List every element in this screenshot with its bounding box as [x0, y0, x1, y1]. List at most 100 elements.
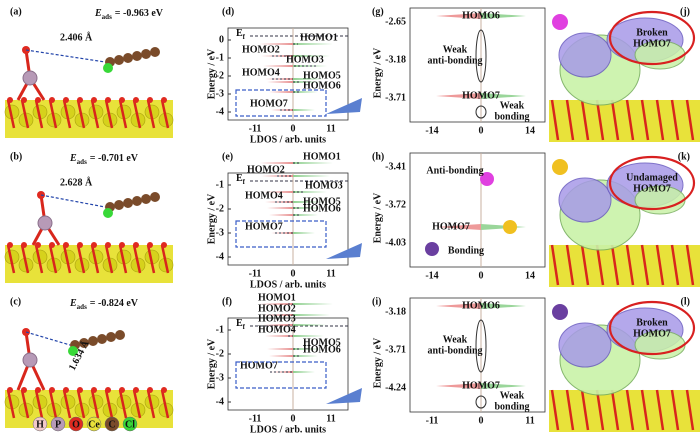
orbital-label: HOMO2 — [258, 303, 296, 314]
ldos-peak-down — [269, 214, 293, 216]
c-atom — [141, 194, 151, 204]
o-atom — [161, 97, 167, 103]
x-tick-label: 11 — [326, 268, 335, 279]
o-bond — [76, 99, 86, 129]
adsorption-energy-part: E — [94, 8, 102, 19]
adsorption-energy-part: E — [69, 298, 77, 309]
plot-frame — [227, 317, 349, 411]
c-atom — [132, 196, 142, 206]
arrow — [326, 388, 362, 404]
panel-label: (i) — [372, 296, 381, 307]
ldos-peak-down — [436, 13, 481, 19]
highlight-box — [235, 89, 327, 117]
ldos-peak-up — [481, 383, 526, 389]
orbital-note: HOMO7 — [633, 328, 671, 339]
bonding-note: Weak — [500, 100, 525, 111]
x-tick-label: 0 — [291, 268, 296, 279]
y-tick-label: -2.65 — [385, 16, 406, 27]
o-bond — [62, 99, 72, 129]
o-atom — [63, 242, 69, 248]
orbital-note: Broken — [636, 317, 668, 328]
y-tick-label: -1 — [216, 179, 224, 190]
o-atom — [133, 97, 139, 103]
x-tick-label: 14 — [525, 125, 535, 136]
bonding-note: Weak — [443, 334, 468, 345]
y-tick-label: -4.24 — [385, 382, 406, 393]
ldos-peak-down — [267, 81, 293, 83]
o-bond — [565, 99, 575, 141]
legend-swatch — [68, 416, 84, 432]
panel-label: (c) — [10, 296, 21, 307]
o-bond — [34, 389, 44, 419]
x-tick-label: -11 — [426, 415, 439, 426]
ldos-peak-up — [293, 207, 321, 209]
plot-frame — [409, 152, 546, 268]
panel-label: (h) — [372, 151, 384, 162]
adsorption-energy-part: = -0.963 eV — [115, 8, 164, 19]
highlight-ellipse — [608, 155, 696, 211]
y-tick-label: -3 — [216, 88, 224, 99]
x-tick-label: -11 — [249, 123, 262, 134]
distance-line — [25, 49, 106, 63]
orbital-label: HOMO1 — [258, 292, 296, 303]
o-bond — [580, 99, 590, 141]
o-atom — [147, 387, 153, 393]
o-bond — [610, 244, 620, 286]
orbital-label: HOMO1 — [303, 151, 341, 162]
o-bond — [146, 99, 156, 129]
bonding-note: bonding — [494, 111, 529, 122]
panel-label: (e) — [222, 151, 233, 162]
o-atom — [119, 242, 125, 248]
ldos-peak-down — [263, 191, 293, 193]
y-axis-title: Energy / eV — [372, 47, 383, 98]
o-bond — [595, 244, 605, 286]
x-axis-title: LDOS / arb. units — [250, 424, 326, 435]
legend-swatch — [50, 416, 66, 432]
ldos-peak-down — [263, 324, 293, 326]
orbital-marker — [552, 304, 568, 320]
x-tick-label: 0 — [479, 270, 484, 281]
o-atom — [161, 242, 167, 248]
distance-line — [25, 331, 71, 346]
panel-label: (l) — [681, 296, 690, 307]
fermi-level: Ef — [236, 173, 246, 185]
o-atom — [105, 387, 111, 393]
y-axis-title: Energy / eV — [206, 193, 217, 244]
o-bond — [610, 389, 620, 431]
o-atom — [77, 242, 83, 248]
orbital-label: HOMO7 — [250, 98, 288, 109]
o-bond — [685, 244, 695, 286]
o-atom — [7, 97, 13, 103]
o-bond — [76, 389, 86, 419]
o-bond — [550, 244, 560, 286]
bonding-note: Weak — [443, 44, 468, 55]
ldos-peak-up — [481, 93, 526, 99]
o-bond — [640, 244, 650, 286]
orbital-marker — [552, 14, 568, 30]
o-atom — [21, 97, 27, 103]
o-bond — [62, 244, 72, 274]
y-tick-label: -3 — [216, 372, 224, 383]
adsorption-energy-part: ads — [77, 158, 87, 166]
o-bond — [160, 99, 170, 129]
o-bond — [48, 389, 58, 419]
legend-label: O — [72, 419, 80, 430]
bonding-note: bonding — [494, 401, 529, 412]
distance-line — [40, 194, 106, 208]
o-atom — [63, 387, 69, 393]
y-tick-label: -3 — [216, 227, 224, 238]
ldos-peak-up — [293, 162, 333, 164]
panel-label: (g) — [372, 6, 384, 17]
ldos-peak-up — [293, 314, 330, 316]
cl-atom — [103, 208, 113, 218]
y-axis-title: Energy / eV — [206, 48, 217, 99]
adsorption-energy-part: ads — [102, 13, 112, 21]
o-bond — [565, 244, 575, 286]
adsorption-energy: Eads = -0.701 eV — [69, 153, 139, 165]
plot-frame — [409, 7, 546, 123]
legend-label: Ce — [88, 419, 100, 430]
o-bond — [640, 389, 650, 431]
ldos-peak-down — [265, 335, 293, 337]
ldos-peak-up — [293, 348, 321, 350]
